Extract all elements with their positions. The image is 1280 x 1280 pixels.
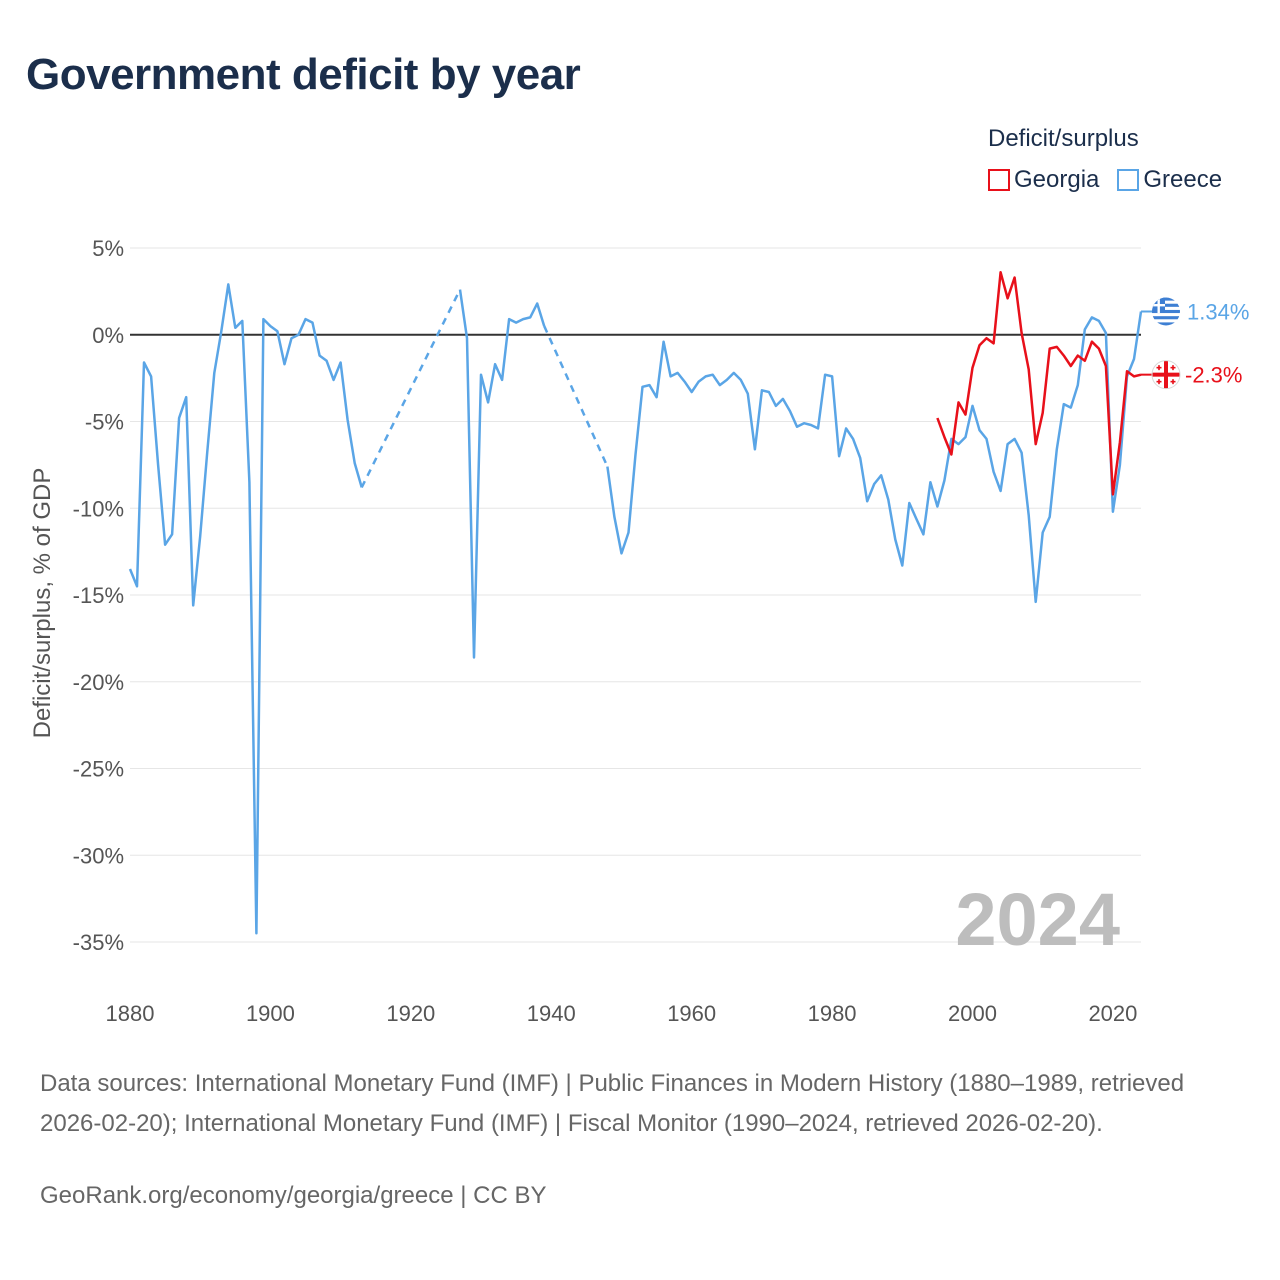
greece-end-label: 1.34%: [1187, 300, 1249, 325]
y-tick-label: -25%: [73, 757, 124, 782]
y-tick-label: -10%: [73, 496, 124, 521]
series-gap-greece: [360, 289, 462, 488]
x-tick-label: 2000: [948, 1001, 997, 1026]
y-tick-label: 5%: [92, 236, 124, 261]
georgia-flag-icon: [1151, 360, 1181, 390]
x-tick-label: 1980: [808, 1001, 857, 1026]
legend-label-greece: Greece: [1143, 166, 1223, 193]
legend-swatch-greece: [1117, 169, 1140, 191]
x-tick-label: 1940: [527, 1001, 576, 1026]
georgia-end-label: -2.3%: [1185, 363, 1242, 388]
gridlines: [130, 247, 1141, 943]
year-label: 2024: [955, 878, 1120, 961]
legend-item-georgia[interactable]: Georgia: [988, 166, 1099, 194]
y-axis-ticks: 5% 0% -5% -10% -15% -20% -25% -30% -35%: [73, 236, 124, 955]
y-tick-label: -20%: [73, 670, 124, 695]
x-tick-label: 1920: [386, 1001, 435, 1026]
series-line-greece[interactable]: [128, 283, 363, 935]
end-labels: 1.34% -2.3%: [1141, 297, 1249, 390]
data-sources: Data sources: International Monetary Fun…: [40, 1070, 1185, 1137]
series-line-georgia[interactable]: [936, 271, 1142, 496]
series-line-greece[interactable]: [606, 311, 1143, 604]
x-tick-label: 2020: [1088, 1001, 1137, 1026]
line-chart: 5% 0% -5% -10% -15% -20% -25% -30% -35% 1880 1900…: [29, 236, 1249, 1026]
legend-item-greece[interactable]: Greece: [1117, 166, 1222, 194]
y-tick-label: -30%: [73, 843, 124, 868]
legend-swatch-georgia: [988, 169, 1010, 191]
x-tick-label: 1960: [667, 1001, 716, 1026]
legend-title: Deficit/surplus: [988, 125, 1139, 152]
y-tick-label: -35%: [73, 930, 124, 955]
y-axis-title: Deficit/surplus, % of GDP: [29, 468, 56, 739]
y-tick-label: -15%: [73, 583, 124, 608]
credit-link[interactable]: GeoRank.org/economy/georgia/greece | CC …: [40, 1182, 547, 1209]
series-line-greece[interactable]: [458, 289, 546, 659]
x-tick-label: 1880: [106, 1001, 155, 1026]
y-tick-label: 0%: [92, 323, 124, 348]
greece-flag-icon: [1152, 297, 1180, 326]
y-tick-label: -5%: [85, 410, 124, 435]
series-gap-greece: [543, 325, 609, 468]
chart-title: Government deficit by year: [26, 50, 581, 99]
x-axis-ticks: 1880 1900 1920 1940 1960 1980 2000 2020: [106, 1001, 1138, 1026]
legend: Georgia Greece: [988, 166, 1222, 194]
legend-label-georgia: Georgia: [1014, 166, 1100, 193]
series-layer: [128, 271, 1143, 935]
x-tick-label: 1900: [246, 1001, 295, 1026]
